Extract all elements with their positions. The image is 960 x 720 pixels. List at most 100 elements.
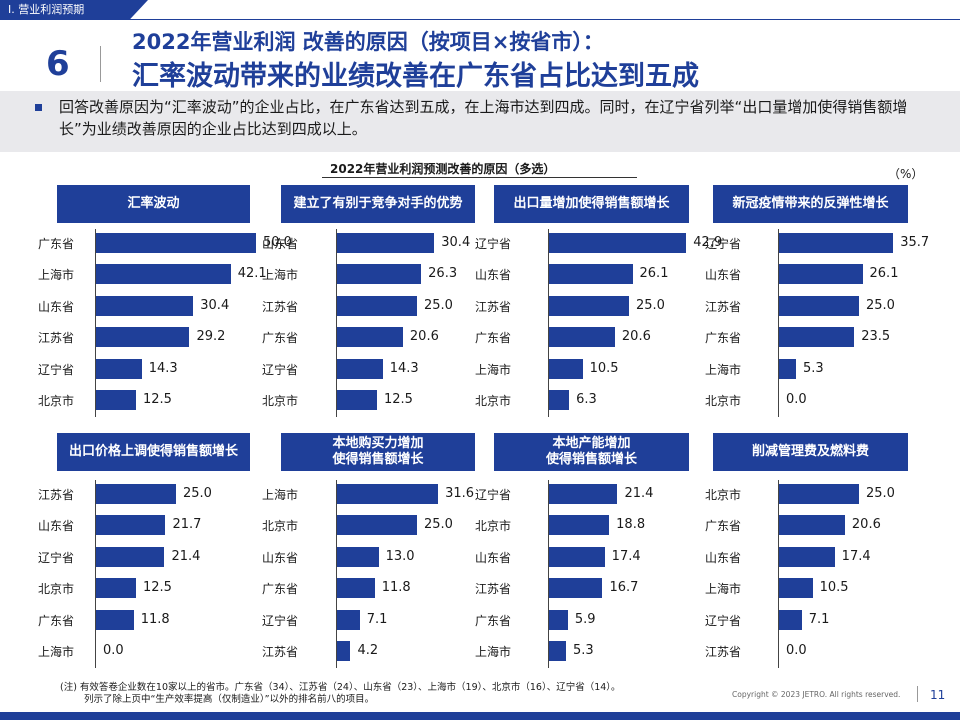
page-number: 11: [930, 688, 946, 702]
data-label: 11.8: [140, 611, 170, 627]
category-label: 山东省: [38, 519, 75, 534]
category-label: 江苏省: [38, 488, 75, 502]
data-label: 21.4: [171, 548, 201, 564]
chart-panel-title: 本地产能增加 使得销售额增长: [494, 433, 689, 471]
data-label: 12.5: [143, 580, 172, 596]
category-label: 上海市: [475, 645, 512, 659]
category-label: 山东省: [475, 550, 512, 565]
bar: [96, 233, 256, 253]
bar: [779, 358, 796, 379]
category-label: 山东省: [705, 268, 742, 283]
chart-axis-line: [95, 480, 96, 669]
page-title-line1: 2022年营业利润 改善的原因（按项目×按省市）：: [132, 30, 604, 54]
data-label: 5.9: [574, 611, 596, 627]
data-label: 17.4: [841, 548, 871, 564]
data-label: 30.4: [441, 235, 471, 250]
category-label: 山东省: [705, 550, 742, 565]
data-label: 29.2: [196, 329, 226, 345]
footnote: (注) 有效答卷企业数在10家以上的省市。广东省（34）、江苏省（24）、山东省…: [60, 682, 621, 706]
bar: [779, 484, 859, 504]
chart-panel-title: 新冠疫情带来的反弹性增长: [713, 185, 908, 223]
chart-title: 2022年营业利润预测改善的原因（多选）: [330, 162, 556, 176]
category-label: 山东省: [262, 237, 299, 251]
data-label: 20.6: [851, 517, 881, 533]
unit-label: （%）: [888, 167, 924, 181]
data-label: 7.1: [808, 611, 830, 627]
category-label: 上海市: [38, 268, 75, 283]
data-label: 5.3: [802, 360, 824, 376]
category-label: 广东省: [38, 613, 75, 628]
bar: [779, 264, 863, 285]
chart-axis-line: [548, 229, 549, 418]
bar: [779, 546, 835, 567]
category-label: 北京市: [475, 394, 512, 408]
category-label: 江苏省: [705, 645, 742, 659]
chart-axis-line: [95, 229, 96, 418]
data-label: 7.1: [366, 611, 388, 627]
category-label: 山东省: [38, 299, 75, 314]
data-label: 25.0: [866, 297, 895, 313]
bar: [337, 327, 403, 348]
bar: [337, 295, 417, 316]
data-label: 4.2: [357, 643, 379, 658]
chart-axis-line: [778, 229, 779, 418]
data-label: 21.4: [624, 486, 654, 501]
bar: [96, 295, 194, 316]
bar: [549, 609, 568, 630]
bar: [96, 515, 166, 536]
category-label: 北京市: [262, 519, 299, 534]
category-label: 广东省: [262, 331, 299, 346]
chart-axis-line: [548, 480, 549, 669]
category-label: 江苏省: [475, 299, 512, 314]
category-label: 辽宁省: [262, 613, 299, 628]
chart-panel-title: 汇率波动: [57, 185, 250, 223]
bar: [549, 484, 618, 504]
data-label: 42.9: [693, 235, 723, 250]
data-label: 20.6: [409, 329, 439, 345]
page-title-line2: 汇率波动带来的业绩改善在广东省占比达到五成: [132, 61, 699, 92]
category-label: 辽宁省: [38, 362, 75, 377]
data-label: 0.0: [786, 392, 807, 407]
category-label: 辽宁省: [38, 550, 75, 565]
data-label: 35.7: [900, 235, 930, 250]
title-divider: [100, 46, 101, 82]
data-label: 20.6: [621, 329, 651, 345]
bar: [96, 546, 165, 567]
category-label: 北京市: [38, 394, 75, 408]
bar: [96, 484, 176, 504]
category-label: 广东省: [475, 613, 512, 628]
chart-panel-title: 建立了有别于竞争对手的优势: [281, 185, 475, 223]
bar: [549, 264, 633, 285]
chart-title-underline: [322, 177, 637, 178]
bar: [337, 264, 422, 285]
chart-axis-line: [336, 480, 337, 669]
data-label: 10.5: [819, 580, 849, 596]
bar: [337, 358, 383, 379]
bar: [549, 515, 610, 536]
data-label: 42.1: [237, 266, 267, 282]
data-label: 25.0: [866, 486, 895, 501]
bar: [337, 515, 417, 536]
bullet-square-icon: [35, 104, 42, 111]
category-label: 北京市: [38, 582, 75, 597]
bar: [779, 327, 855, 348]
category-label: 江苏省: [262, 645, 299, 659]
data-label: 25.0: [636, 297, 665, 313]
category-label: 上海市: [475, 362, 512, 377]
bar: [337, 484, 439, 504]
chart-panel-title: 削减管理费及燃料费: [713, 433, 908, 471]
bar: [549, 578, 603, 599]
category-label: 江苏省: [38, 331, 75, 346]
data-label: 21.7: [172, 517, 202, 533]
data-label: 17.4: [611, 548, 641, 564]
bar: [779, 295, 859, 316]
category-label: 江苏省: [262, 299, 299, 314]
category-label: 北京市: [705, 394, 742, 408]
data-label: 11.8: [381, 580, 411, 596]
bar: [549, 641, 566, 661]
category-label: 山东省: [475, 268, 512, 283]
category-label: 广东省: [705, 331, 742, 346]
category-label: 辽宁省: [705, 613, 742, 628]
section-tag: Ⅰ. 营业利润预期: [0, 0, 148, 19]
category-label: 上海市: [38, 645, 75, 659]
